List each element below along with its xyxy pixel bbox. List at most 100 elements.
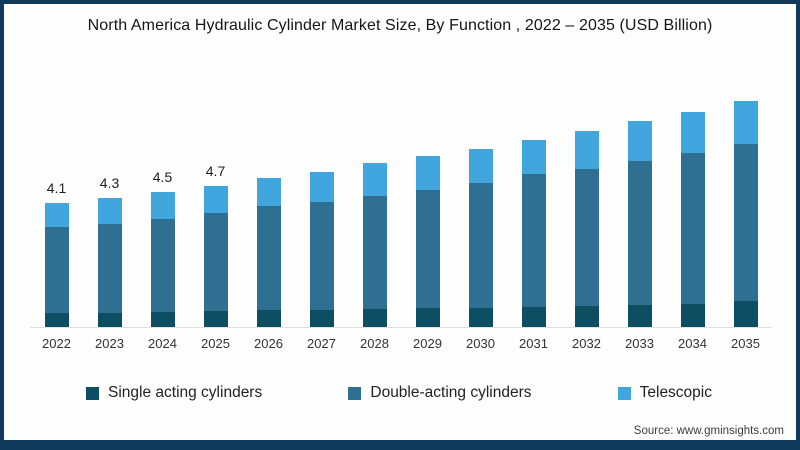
legend: Single acting cylinders Double-acting cy… [86, 384, 712, 402]
bar-segment-single-acting-cylinders [309, 310, 334, 327]
plot-area: 4.1 4.3 4.5 4.7 2022 2023 2024 2025 2026 2027 202… [30, 82, 772, 351]
bar-segment-double-acting-cylinders [203, 213, 228, 311]
bar-column-2026 [242, 82, 295, 327]
legend-label: Double-acting cylinders [370, 384, 532, 401]
bar-stack [733, 101, 758, 327]
bar-column-2034 [666, 82, 719, 327]
bar-value-label: 4.1 [46, 180, 67, 196]
bar-value-label: 4.5 [152, 169, 173, 185]
bar-segment-double-acting-cylinders [680, 153, 705, 304]
x-tick-label: 2031 [519, 336, 548, 351]
bar-segment-double-acting-cylinders [362, 196, 387, 309]
bar-segment-single-acting-cylinders [97, 313, 122, 327]
bar-segment-double-acting-cylinders [415, 190, 440, 308]
bar-segment-single-acting-cylinders [574, 306, 599, 327]
legend-item-telescopic: Telescopic [617, 384, 712, 402]
bar-column-2023: 4.3 [83, 82, 136, 327]
x-tick-label: 2034 [678, 336, 707, 351]
x-tick-label: 2030 [466, 336, 495, 351]
x-tick-label: 2026 [254, 336, 283, 351]
bar-segment-telescopic [203, 186, 228, 213]
bar-segment-single-acting-cylinders [44, 313, 69, 327]
bar-column-2022: 4.1 [30, 82, 83, 327]
legend-item-double-acting: Double-acting cylinders [348, 384, 531, 402]
x-tick-label: 2025 [201, 336, 230, 351]
bar-segment-telescopic [680, 112, 705, 153]
bar-stack [627, 121, 652, 327]
bar-segment-double-acting-cylinders [733, 144, 758, 301]
bar-segment-single-acting-cylinders [680, 304, 705, 327]
x-tick-label: 2029 [413, 336, 442, 351]
bar-segment-telescopic [521, 140, 546, 174]
bar-column-2025: 4.7 [189, 82, 242, 327]
bar-segment-telescopic [150, 192, 175, 219]
bar-stack [680, 112, 705, 327]
bar-column-2027 [295, 82, 348, 327]
bar-segment-telescopic [362, 163, 387, 196]
bar-column-2031 [507, 82, 560, 327]
bar-segment-single-acting-cylinders [362, 309, 387, 327]
legend-swatch-double-acting [348, 386, 362, 400]
legend-label: Single acting cylinders [108, 384, 263, 401]
bar-segment-telescopic [256, 178, 281, 206]
x-tick-label: 2024 [148, 336, 177, 351]
bar-segment-double-acting-cylinders [627, 161, 652, 305]
bar-column-2032 [560, 82, 613, 327]
legend-label: Telescopic [639, 384, 712, 401]
bar-segment-double-acting-cylinders [521, 174, 546, 307]
x-tick-label: 2028 [360, 336, 389, 351]
bar-segment-telescopic [309, 172, 334, 202]
bar-segment-single-acting-cylinders [627, 305, 652, 327]
legend-item-single-acting: Single acting cylinders [86, 384, 262, 402]
bar-segment-double-acting-cylinders [44, 227, 69, 313]
bar-value-label: 4.7 [205, 163, 226, 179]
bar-stack [362, 163, 387, 327]
bar-stack [574, 131, 599, 327]
bar-stack [150, 192, 175, 327]
bar-stack [521, 140, 546, 327]
x-axis-labels: 2022 2023 2024 2025 2026 2027 2028 2029 2030 2031… [30, 336, 772, 351]
bar-column-2028 [348, 82, 401, 327]
bar-stack [256, 178, 281, 327]
bars: 4.1 4.3 4.5 4.7 [30, 82, 772, 328]
chart-title: North America Hydraulic Cylinder Market … [87, 17, 713, 34]
bar-stack [468, 149, 493, 327]
bar-stack [415, 156, 440, 327]
x-tick-label: 2027 [307, 336, 336, 351]
bar-segment-telescopic [627, 121, 652, 161]
bar-stack [203, 186, 228, 327]
bar-column-2024: 4.5 [136, 82, 189, 327]
bar-segment-double-acting-cylinders [256, 206, 281, 310]
legend-swatch-single-acting [86, 386, 99, 400]
bar-segment-single-acting-cylinders [468, 308, 493, 327]
bar-segment-telescopic [468, 149, 493, 183]
bar-segment-double-acting-cylinders [309, 202, 334, 310]
x-tick-label: 2035 [731, 336, 760, 351]
bar-segment-single-acting-cylinders [521, 307, 546, 327]
bar-segment-telescopic [574, 131, 599, 169]
bar-segment-telescopic [733, 101, 758, 144]
bar-column-2029 [401, 82, 454, 327]
bar-segment-telescopic [415, 156, 440, 190]
bar-segment-single-acting-cylinders [203, 311, 228, 327]
bar-value-label: 4.3 [99, 175, 120, 191]
bar-segment-single-acting-cylinders [733, 301, 758, 327]
bar-segment-single-acting-cylinders [150, 312, 175, 327]
bar-stack [44, 203, 69, 327]
bar-segment-single-acting-cylinders [415, 308, 440, 327]
bar-column-2033 [613, 82, 666, 327]
bar-column-2030 [454, 82, 507, 327]
bar-segment-double-acting-cylinders [468, 183, 493, 308]
bar-segment-double-acting-cylinders [97, 224, 122, 313]
x-tick-label: 2032 [572, 336, 601, 351]
bar-segment-telescopic [44, 203, 69, 227]
bar-segment-double-acting-cylinders [574, 169, 599, 306]
legend-swatch-telescopic [617, 386, 631, 400]
bar-segment-telescopic [97, 198, 122, 224]
source-attribution: Source: www.gminsights.com [633, 425, 784, 437]
bar-column-2035 [719, 82, 772, 327]
bar-stack [97, 198, 122, 327]
x-tick-label: 2023 [95, 336, 124, 351]
bar-segment-double-acting-cylinders [150, 219, 175, 312]
